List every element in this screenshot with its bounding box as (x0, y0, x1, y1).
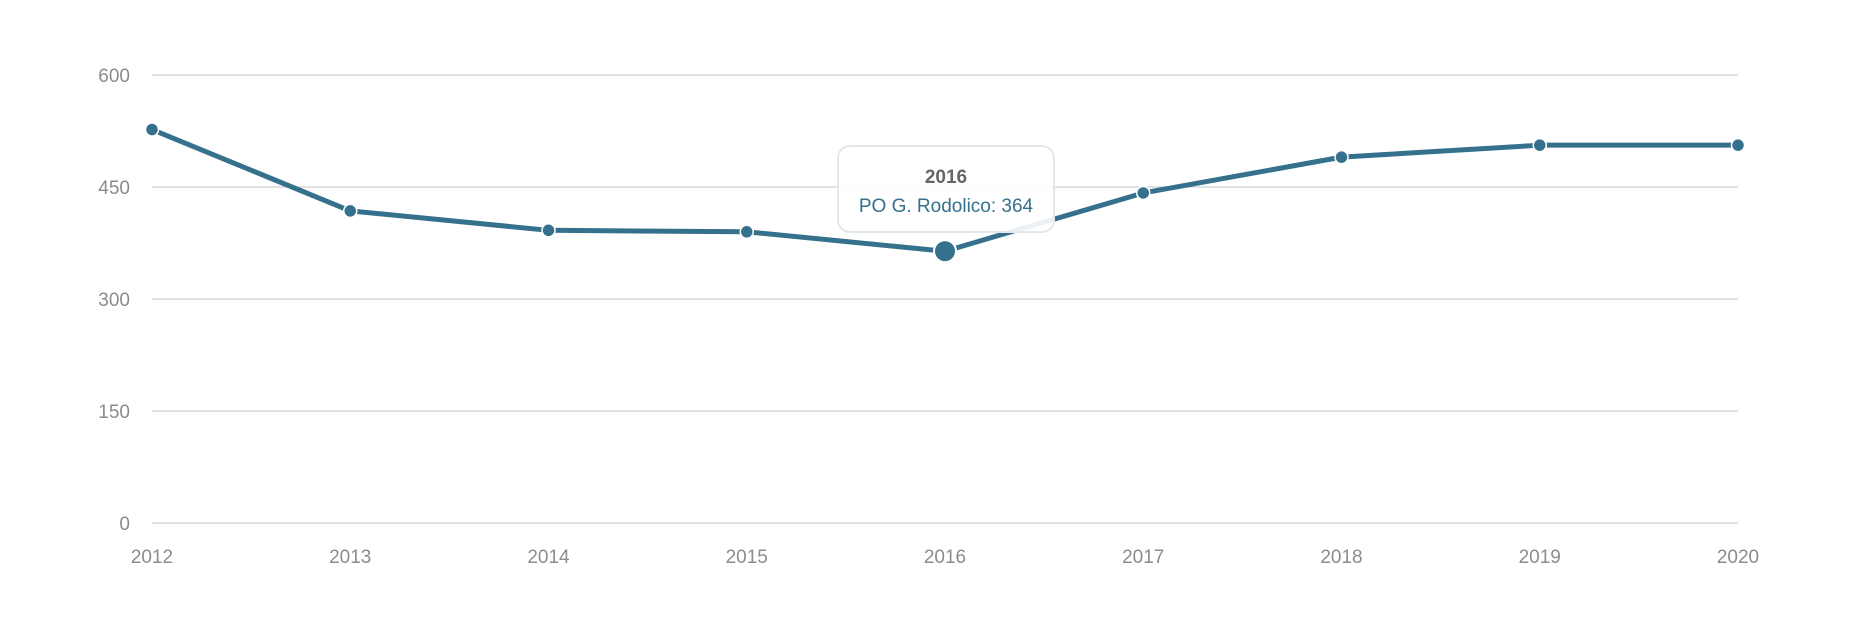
tooltip-box (837, 145, 1055, 233)
data-point[interactable] (541, 223, 556, 238)
data-point[interactable] (739, 224, 754, 240)
data-point[interactable] (1532, 137, 1547, 153)
data-point-highlighted[interactable] (933, 239, 957, 264)
tooltip: 2016 PO G. Rodolico: 364 (837, 145, 1055, 233)
x-tick-label: 2012 (131, 547, 173, 568)
y-tick-label: 450 (98, 178, 130, 199)
x-tick-label: 2015 (726, 547, 768, 568)
y-tick-label: 150 (98, 402, 130, 423)
x-tick-label: 2016 (924, 547, 966, 568)
y-tick-label: 300 (98, 290, 130, 311)
tooltip-title: 2016 (925, 167, 967, 188)
data-point[interactable] (144, 122, 160, 137)
x-tick-label: 2017 (1122, 547, 1164, 568)
tooltip-value: PO G. Rodolico: 364 (859, 196, 1034, 217)
x-axis-ticks: 2012 2013 2014 2015 2016 2017 2018 2019 2020 (131, 547, 1759, 568)
data-point[interactable] (1136, 185, 1151, 201)
x-tick-label: 2018 (1320, 547, 1362, 568)
grid-lines (152, 74, 1738, 524)
y-tick-label: 0 (119, 514, 130, 535)
data-point[interactable] (1334, 149, 1349, 165)
x-tick-label: 2014 (527, 547, 570, 568)
x-tick-label: 2013 (329, 547, 371, 568)
x-tick-label: 2019 (1519, 547, 1561, 568)
y-axis-ticks: 0 150 300 450 600 (98, 66, 130, 535)
data-point[interactable] (343, 203, 358, 219)
x-tick-label: 2020 (1717, 547, 1759, 568)
series-po-g-rodolico (144, 122, 1746, 264)
y-tick-label: 600 (98, 66, 130, 87)
data-point[interactable] (1730, 137, 1746, 153)
